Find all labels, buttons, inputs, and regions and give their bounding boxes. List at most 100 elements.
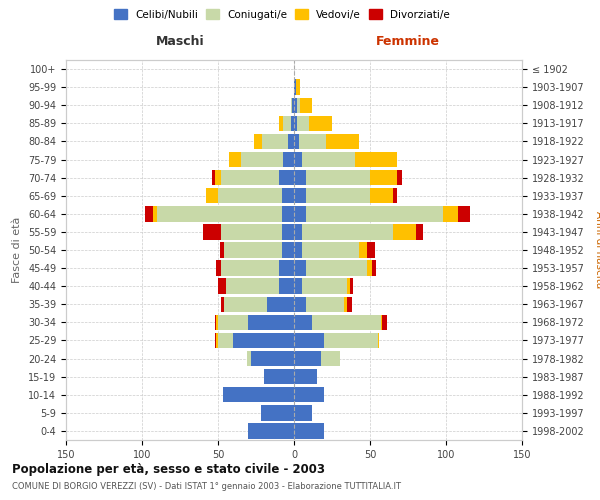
Bar <box>279 170 294 186</box>
Bar <box>350 278 353 294</box>
Bar <box>294 206 306 222</box>
Bar <box>283 152 294 167</box>
Bar <box>370 188 393 204</box>
Text: Femmine: Femmine <box>376 35 440 48</box>
Bar <box>266 296 294 312</box>
Bar <box>254 134 262 149</box>
Bar <box>217 333 218 348</box>
Bar <box>367 242 374 258</box>
Bar <box>297 116 309 131</box>
Y-axis label: Fasce di età: Fasce di età <box>13 217 22 283</box>
Bar <box>221 170 279 186</box>
Bar <box>393 224 416 240</box>
Bar <box>294 333 325 348</box>
Bar <box>291 116 294 131</box>
Bar <box>282 188 294 204</box>
Bar <box>260 405 294 420</box>
Bar <box>145 206 152 222</box>
Bar <box>306 260 367 276</box>
Bar <box>294 224 302 240</box>
Bar <box>306 296 344 312</box>
Bar <box>282 242 294 258</box>
Bar <box>294 405 312 420</box>
Bar <box>218 278 226 294</box>
Bar <box>294 134 299 149</box>
Bar <box>297 98 300 113</box>
Bar <box>294 116 297 131</box>
Bar <box>220 242 224 258</box>
Bar <box>282 206 294 222</box>
Bar <box>302 224 393 240</box>
Bar <box>325 333 377 348</box>
Bar <box>294 80 296 95</box>
Bar <box>294 170 306 186</box>
Bar <box>241 152 283 167</box>
Bar <box>291 98 292 113</box>
Bar <box>223 387 294 402</box>
Bar <box>294 152 302 167</box>
Bar <box>371 260 376 276</box>
Bar <box>326 134 359 149</box>
Bar <box>263 369 294 384</box>
Y-axis label: Anni di nascita: Anni di nascita <box>594 212 600 288</box>
Bar <box>306 170 370 186</box>
Bar <box>294 98 297 113</box>
Bar <box>347 278 350 294</box>
Bar <box>302 152 355 167</box>
Bar <box>294 387 325 402</box>
Bar <box>215 314 217 330</box>
Bar <box>251 351 294 366</box>
Bar <box>279 116 283 131</box>
Bar <box>370 170 397 186</box>
Bar <box>229 152 241 167</box>
Bar <box>300 98 312 113</box>
Bar <box>302 242 359 258</box>
Bar <box>224 242 282 258</box>
Bar <box>294 369 317 384</box>
Bar <box>367 260 371 276</box>
Bar <box>296 80 300 95</box>
Bar <box>248 314 294 330</box>
Bar <box>224 296 266 312</box>
Bar <box>458 206 470 222</box>
Bar <box>380 314 382 330</box>
Bar <box>294 314 312 330</box>
Bar <box>397 170 402 186</box>
Bar <box>312 314 380 330</box>
Bar <box>221 260 279 276</box>
Bar <box>283 116 291 131</box>
Bar <box>262 134 288 149</box>
Bar <box>226 278 279 294</box>
Bar <box>359 242 367 258</box>
Bar <box>203 224 221 240</box>
Bar <box>322 351 340 366</box>
Bar <box>279 278 294 294</box>
Bar <box>302 278 347 294</box>
Bar <box>294 278 302 294</box>
Bar <box>247 351 251 366</box>
Bar <box>382 314 387 330</box>
Bar <box>443 206 458 222</box>
Bar <box>233 333 294 348</box>
Bar <box>217 314 218 330</box>
Bar <box>294 424 325 438</box>
Bar <box>157 206 282 222</box>
Bar <box>212 170 215 186</box>
Text: Popolazione per età, sesso e stato civile - 2003: Popolazione per età, sesso e stato civil… <box>12 462 325 475</box>
Bar <box>299 134 326 149</box>
Bar <box>218 188 282 204</box>
Bar <box>206 188 218 204</box>
Bar <box>292 98 294 113</box>
Bar <box>377 333 379 348</box>
Bar <box>218 314 248 330</box>
Bar <box>355 152 397 167</box>
Bar <box>294 260 306 276</box>
Bar <box>282 224 294 240</box>
Bar <box>221 224 282 240</box>
Text: COMUNE DI BORGIO VEREZZI (SV) - Dati ISTAT 1° gennaio 2003 - Elaborazione TUTTIT: COMUNE DI BORGIO VEREZZI (SV) - Dati IST… <box>12 482 401 491</box>
Bar <box>218 333 233 348</box>
Bar <box>152 206 157 222</box>
Bar <box>294 351 322 366</box>
Bar <box>294 242 302 258</box>
Text: Maschi: Maschi <box>155 35 205 48</box>
